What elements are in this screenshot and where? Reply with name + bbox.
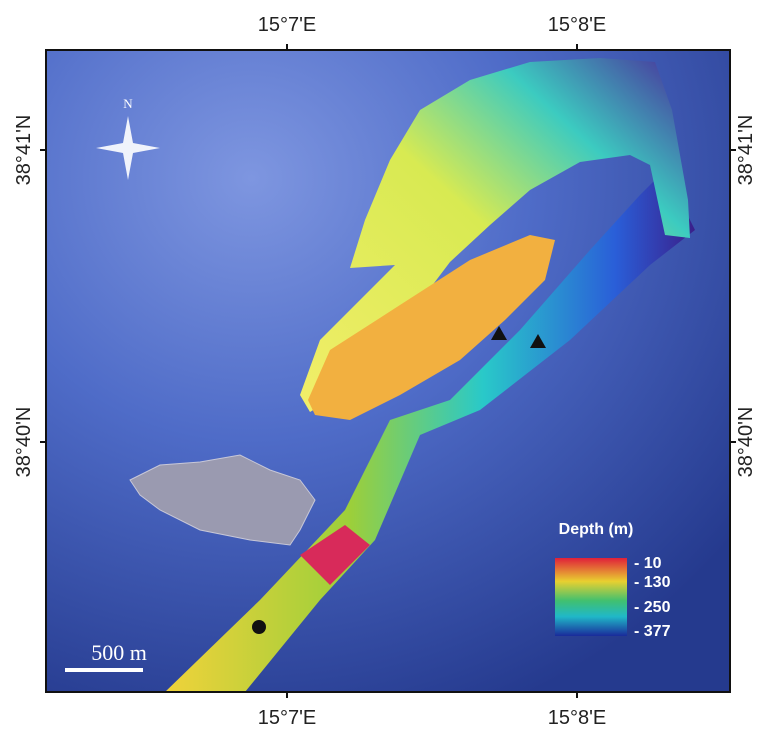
legend-label: - 377 (634, 623, 671, 640)
map-figure: N 500 m Depth (m) - 10 - 130 - 250 - 377… (0, 0, 764, 732)
top-label: 15°7'E (258, 14, 317, 36)
top-label: 15°8'E (548, 14, 607, 36)
right-label: 38°40'N (735, 407, 757, 478)
bottom-label: 15°8'E (548, 707, 607, 729)
left-label: 38°41'N (13, 115, 35, 186)
page: {"map": { "top_labels": ["15°7'E", "15°8… (0, 0, 764, 732)
right-label: 38°41'N (735, 115, 757, 186)
legend-colorbar (555, 558, 627, 636)
north-label: N (123, 96, 133, 111)
circle-marker (252, 620, 266, 634)
scale-label: 500 m (91, 640, 147, 665)
legend-title: Depth (m) (559, 521, 634, 538)
left-label: 38°40'N (13, 407, 35, 478)
bottom-label: 15°7'E (258, 707, 317, 729)
legend-label: - 250 (634, 599, 671, 616)
legend-label: - 10 (634, 555, 662, 572)
legend-label: - 130 (634, 574, 671, 591)
